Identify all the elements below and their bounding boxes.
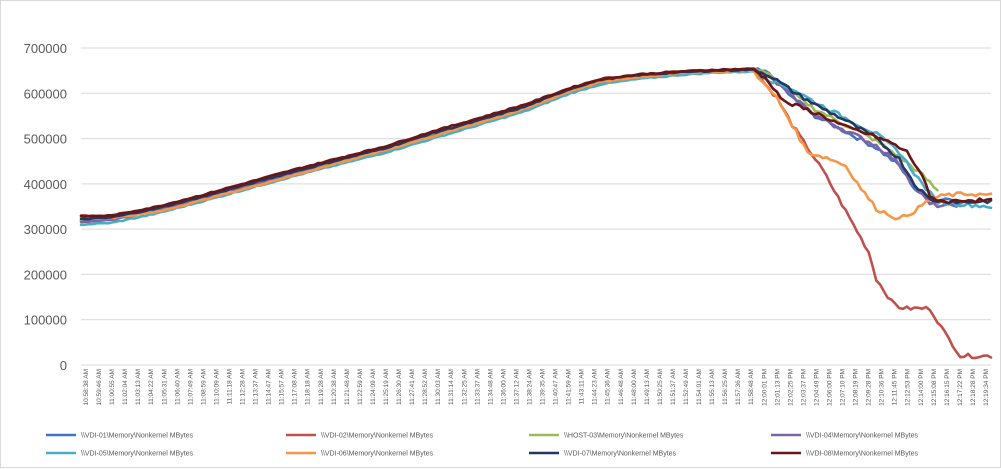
x-tick-label: 12:04:49 PM xyxy=(813,369,820,406)
x-tick-label: 11:28:52 AM xyxy=(422,369,429,405)
legend-label: \\VDI-01\Memory\Nonkernel MBytes xyxy=(81,433,194,440)
x-tick-label: 11:43:11 AM xyxy=(579,369,586,405)
x-tick-label: 11:51:37 AM xyxy=(670,369,677,405)
series-line xyxy=(79,67,993,218)
x-tick-label: 11:40:47 AM xyxy=(553,369,560,405)
x-tick-label: 11:54:01 AM xyxy=(696,369,703,405)
y-tick-label: 0 xyxy=(60,358,67,373)
x-tick-label: 11:11:18 AM xyxy=(226,369,233,405)
x-tick-label: 11:02:04 AM xyxy=(122,369,129,405)
x-tick-label: 11:52:49 AM xyxy=(683,369,690,405)
x-tick-label: 12:06:00 PM xyxy=(826,369,833,406)
legend-label: \\VDI-04\Memory\Nonkernel MBytes xyxy=(806,433,919,440)
x-tick-label: 11:49:13 AM xyxy=(644,369,651,405)
x-tick-label: 11:22:59 AM xyxy=(357,369,364,405)
x-tick-label: 12:15:08 PM xyxy=(931,369,938,406)
x-tick-label: 11:06:40 AM xyxy=(174,369,181,405)
x-tick-label: 11:10:09 AM xyxy=(213,369,220,405)
x-tick-label: 11:39:35 AM xyxy=(540,369,547,405)
y-tick-label: 600000 xyxy=(24,86,67,101)
x-tick-label: 11:46:48 AM xyxy=(618,369,625,405)
x-tick-label: 12:10:36 PM xyxy=(879,369,886,406)
y-tick-label: 700000 xyxy=(24,41,67,56)
x-tick-label: 12:00:01 PM xyxy=(761,369,768,406)
x-tick-label: 11:08:59 AM xyxy=(200,369,207,405)
x-tick-label: 11:58:48 AM xyxy=(748,369,755,405)
x-tick-label: 11:15:57 AM xyxy=(279,369,286,405)
x-tick-label: 12:09:28 PM xyxy=(866,369,873,406)
x-tick-label: 11:25:19 AM xyxy=(383,369,390,405)
x-tick-label: 11:36:00 AM xyxy=(500,369,507,405)
x-tick-label: 11:18:18 AM xyxy=(305,369,312,405)
y-tick-label: 300000 xyxy=(24,222,67,237)
y-tick-label: 100000 xyxy=(24,313,67,328)
x-tick-label: 11:26:30 AM xyxy=(396,369,403,405)
x-tick-label: 12:12:53 PM xyxy=(905,369,912,406)
y-tick-label: 400000 xyxy=(24,177,67,192)
x-tick-label: 12:08:19 PM xyxy=(853,369,860,406)
x-tick-label: 11:12:28 AM xyxy=(240,369,247,405)
x-tick-label: 12:17:22 PM xyxy=(957,369,964,406)
y-tick-label: 200000 xyxy=(24,267,67,282)
series-line xyxy=(79,69,993,227)
x-tick-label: 11:41:59 AM xyxy=(566,369,573,405)
x-tick-label: 11:48:00 AM xyxy=(631,369,638,405)
legend-label: \\VDI-07\Memory\Nonkernel MBytes xyxy=(564,451,677,458)
x-tick-label: 12:18:28 PM xyxy=(970,369,977,406)
x-tick-label: 12:01:13 PM xyxy=(774,369,781,406)
series-line xyxy=(79,68,993,221)
x-tick-label: 11:07:49 AM xyxy=(187,369,194,405)
x-tick-label: 11:55:13 AM xyxy=(709,369,716,405)
series-lines xyxy=(79,67,993,360)
x-tick-label: 12:14:00 PM xyxy=(918,369,925,406)
x-tick-label: 11:34:48 AM xyxy=(487,369,494,405)
x-tick-label: 11:24:09 AM xyxy=(370,369,377,405)
x-tick-label: 12:11:45 PM xyxy=(892,369,899,405)
x-tick-label: 11:37:12 AM xyxy=(513,369,520,405)
x-tick-label: 11:57:36 AM xyxy=(735,369,742,405)
x-tick-label: 12:19:34 PM xyxy=(983,369,990,406)
x-tick-label: 11:20:38 AM xyxy=(331,369,338,405)
x-tick-label: 11:38:24 AM xyxy=(526,369,533,405)
y-tick-label: 500000 xyxy=(24,132,67,147)
x-axis-tick-labels: 10:58:38 AM 10:59:46 AM 11:00:55 AM 11:02:0… xyxy=(83,369,990,406)
x-tick-label: 11:33:37 AM xyxy=(474,369,481,405)
x-tick-label: 11:30:03 AM xyxy=(435,369,442,405)
x-tick-label: 11:32:25 AM xyxy=(461,369,468,405)
gridlines xyxy=(81,47,991,366)
legend-label: \\VDI-06\Memory\Nonkernel MBytes xyxy=(321,451,434,458)
x-tick-label: 11:13:37 AM xyxy=(253,369,260,405)
x-tick-label: 12:03:37 PM xyxy=(800,369,807,406)
y-axis-tick-labels: 0 100000 200000 300000 400000 500000 600000 700… xyxy=(24,41,67,373)
x-tick-label: 11:31:14 AM xyxy=(448,369,455,405)
x-tick-label: 11:50:25 AM xyxy=(657,369,664,405)
x-tick-label: 11:03:13 AM xyxy=(135,369,142,405)
legend-label: \\VDI-08\Memory\Nonkernel MBytes xyxy=(806,451,919,458)
legend-label: \\VDI-05\Memory\Nonkernel MBytes xyxy=(81,451,194,458)
x-tick-label: 11:56:25 AM xyxy=(722,369,729,405)
series-line xyxy=(79,69,993,360)
x-tick-label: 11:27:41 AM xyxy=(409,369,416,405)
x-tick-label: 11:44:23 AM xyxy=(592,369,599,405)
legend-label: \\VDI-02\Memory\Nonkernel MBytes xyxy=(321,433,434,440)
x-tick-label: 11:17:08 AM xyxy=(292,369,299,405)
x-tick-label: 12:16:15 PM xyxy=(944,369,951,406)
x-tick-label: 11:00:55 AM xyxy=(109,369,116,405)
x-tick-label: 11:19:28 AM xyxy=(318,369,325,405)
x-tick-label: 11:45:36 AM xyxy=(605,369,612,405)
x-tick-label: 11:21:48 AM xyxy=(344,369,351,405)
x-tick-label: 11:04:22 AM xyxy=(148,369,155,405)
x-tick-label: 11:14:47 AM xyxy=(266,369,273,405)
series-line xyxy=(79,69,993,221)
x-tick-label: 11:05:31 AM xyxy=(161,369,168,405)
x-tick-label: 12:07:10 PM xyxy=(840,369,847,406)
x-tick-label: 10:59:46 AM xyxy=(96,369,103,406)
x-tick-label: 10:58:38 AM xyxy=(83,369,90,406)
legend-label: \\HOST-03\Memory\Nonkernel MBytes xyxy=(564,433,684,440)
x-tick-label: 12:02:25 PM xyxy=(787,369,794,406)
legend: \\VDI-01\Memory\Nonkernel MBytes \\VDI-02… xyxy=(46,433,919,458)
